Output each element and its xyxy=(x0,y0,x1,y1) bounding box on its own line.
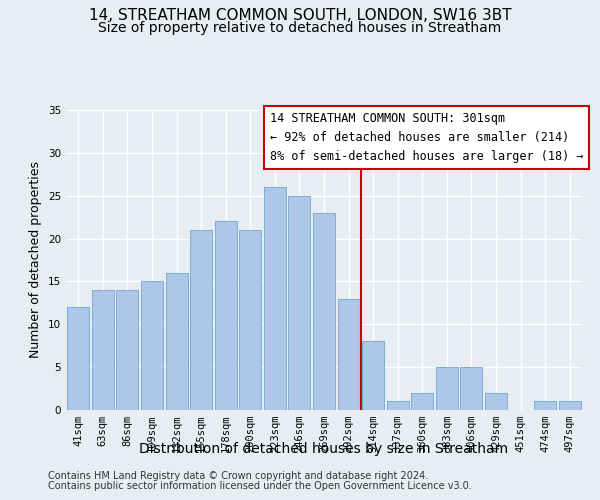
Bar xyxy=(460,367,482,410)
Bar xyxy=(436,367,458,410)
Text: 14 STREATHAM COMMON SOUTH: 301sqm
← 92% of detached houses are smaller (214)
8% : 14 STREATHAM COMMON SOUTH: 301sqm ← 92% … xyxy=(270,112,583,162)
Bar xyxy=(338,298,359,410)
Text: Size of property relative to detached houses in Streatham: Size of property relative to detached ho… xyxy=(98,21,502,35)
Bar xyxy=(362,342,384,410)
Y-axis label: Number of detached properties: Number of detached properties xyxy=(29,162,43,358)
Text: Distribution of detached houses by size in Streatham: Distribution of detached houses by size … xyxy=(139,442,509,456)
Bar xyxy=(313,213,335,410)
Bar xyxy=(215,222,237,410)
Bar xyxy=(559,402,581,410)
Bar xyxy=(289,196,310,410)
Text: 14, STREATHAM COMMON SOUTH, LONDON, SW16 3BT: 14, STREATHAM COMMON SOUTH, LONDON, SW16… xyxy=(89,8,511,22)
Bar xyxy=(534,402,556,410)
Bar xyxy=(141,282,163,410)
Bar xyxy=(166,273,188,410)
Bar xyxy=(264,187,286,410)
Bar xyxy=(386,402,409,410)
Bar xyxy=(92,290,114,410)
Bar xyxy=(190,230,212,410)
Bar xyxy=(411,393,433,410)
Text: Contains public sector information licensed under the Open Government Licence v3: Contains public sector information licen… xyxy=(48,481,472,491)
Bar xyxy=(485,393,507,410)
Text: Contains HM Land Registry data © Crown copyright and database right 2024.: Contains HM Land Registry data © Crown c… xyxy=(48,471,428,481)
Bar xyxy=(239,230,262,410)
Bar xyxy=(116,290,139,410)
Bar xyxy=(67,307,89,410)
